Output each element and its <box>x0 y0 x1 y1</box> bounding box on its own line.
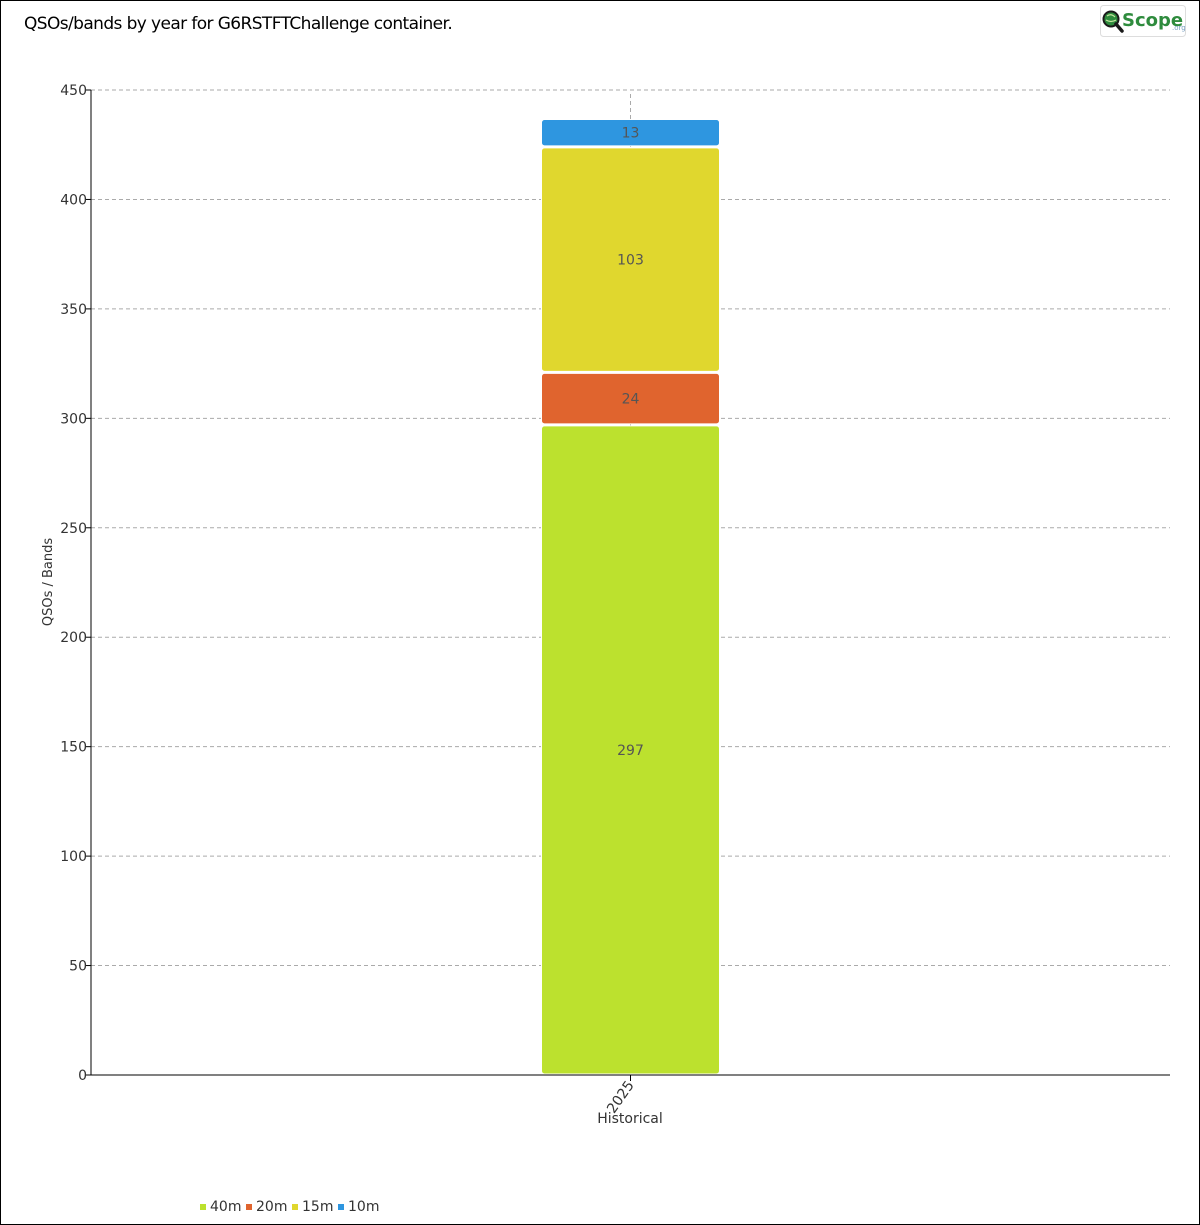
y-tick-label: 350 <box>60 302 87 318</box>
bar-value-label-15m: 103 <box>617 253 644 269</box>
bar-value-label-10m: 13 <box>622 126 640 142</box>
qscope-logo[interactable]: Scope .org <box>1100 5 1186 37</box>
bar-value-label-20m: 24 <box>622 392 640 408</box>
legend-label-10m: 10m <box>348 1199 379 1215</box>
chart-title: QSOs/bands by year for G6RSTFTChallenge … <box>24 14 453 34</box>
bar-segment-15m <box>541 147 720 372</box>
legend-label-20m: 20m <box>256 1199 287 1215</box>
y-tick-label: 300 <box>60 411 87 427</box>
bar-segment-20m <box>541 372 720 425</box>
logo-text: Scope <box>1122 10 1183 31</box>
legend-label-40m: 40m <box>210 1199 241 1215</box>
y-tick-label: 100 <box>60 849 87 865</box>
bar-value-label-40m: 297 <box>617 743 644 759</box>
legend-label-15m: 15m <box>302 1199 333 1215</box>
legend-swatch-15m <box>292 1204 298 1210</box>
y-tick-label: 0 <box>78 1068 87 1084</box>
y-tick-label: 400 <box>60 192 87 208</box>
y-tick-label: 450 <box>60 83 87 99</box>
legend-swatch-40m <box>200 1204 206 1210</box>
y-tick-label: 200 <box>60 630 87 646</box>
y-tick-label: 150 <box>60 740 87 756</box>
y-tick-label: 250 <box>60 521 87 537</box>
x-axis-title: Historical <box>597 1111 663 1127</box>
legend: 40m 20m 15m 10m <box>200 1199 379 1215</box>
logo-suffix: .org <box>1172 24 1186 32</box>
y-tick-label: 50 <box>69 959 87 975</box>
bar-segment-40m <box>541 425 720 1075</box>
bars-layer: 297 24 103 13 <box>541 118 720 1075</box>
legend-swatch-10m <box>338 1204 344 1210</box>
bar-segment-10m <box>541 118 720 147</box>
magnifier-q-icon: Scope .org <box>1100 5 1186 37</box>
y-axis-title: QSOs / Bands <box>41 538 56 627</box>
legend-swatch-20m <box>246 1204 252 1210</box>
